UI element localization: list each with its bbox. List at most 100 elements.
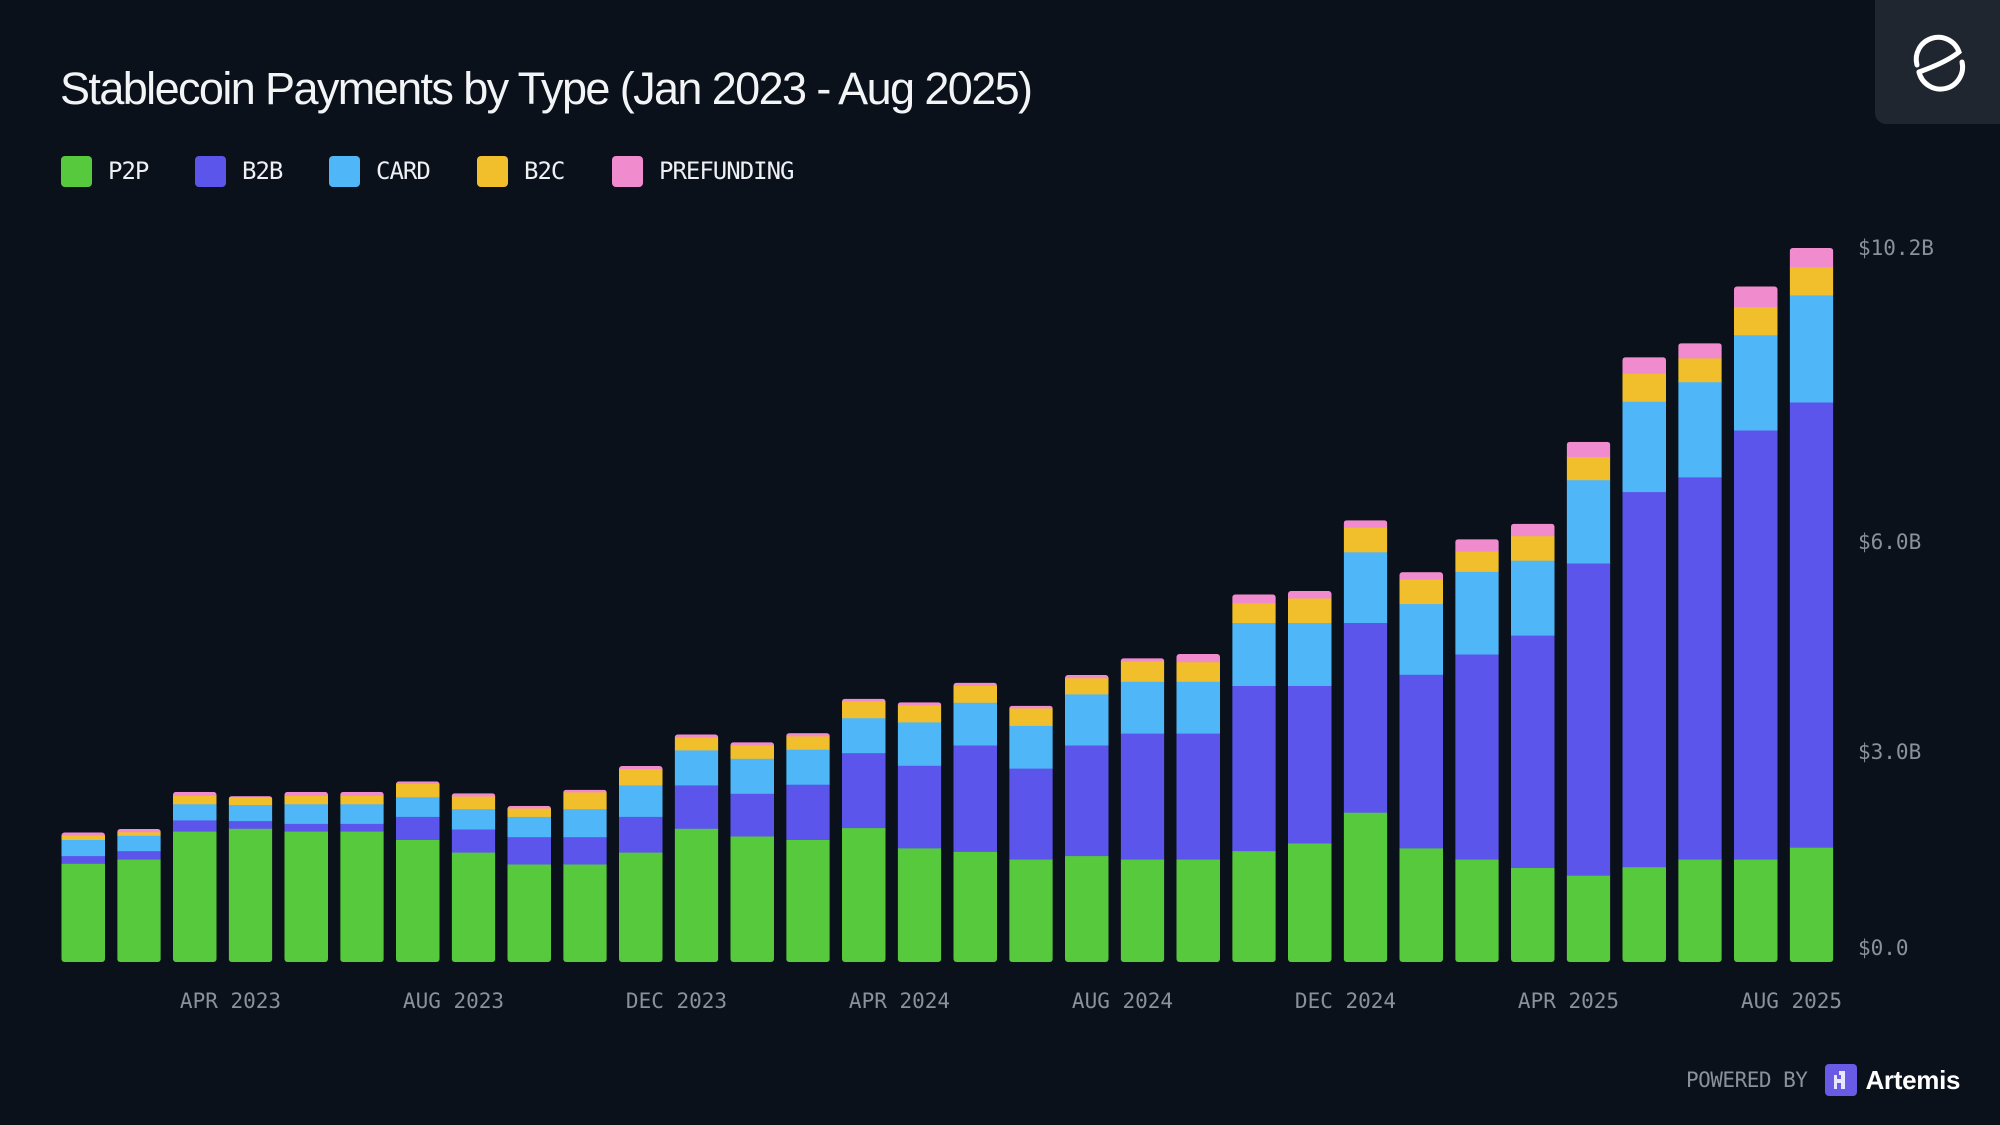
bar-segment-card[interactable] (1455, 571, 1499, 655)
bar-segment-prefunding[interactable] (1120, 658, 1165, 662)
bar-segment-prefunding[interactable] (1789, 248, 1834, 268)
bar-segment-prefunding[interactable] (396, 781, 440, 784)
bar-segment-p2p[interactable] (897, 847, 942, 963)
bar-segment-prefunding[interactable] (1009, 705, 1053, 709)
bar-segment-p2p[interactable] (1176, 859, 1221, 962)
legend-item-b2c[interactable]: B2C (477, 155, 565, 187)
bar-segment-prefunding[interactable] (1176, 654, 1221, 663)
bar-segment-prefunding[interactable] (1734, 286, 1778, 308)
bar-segment-b2b[interactable] (619, 816, 663, 853)
logo-badge[interactable] (1875, 0, 2000, 124)
bar-segment-prefunding[interactable] (1288, 591, 1332, 599)
bar-segment-card[interactable] (897, 721, 942, 766)
bar-segment-b2b[interactable] (1288, 685, 1332, 844)
bar-segment-b2c[interactable] (1065, 677, 1109, 695)
bar-stack[interactable] (1734, 286, 1778, 963)
bar-segment-card[interactable] (953, 702, 998, 746)
bar-stack[interactable] (1455, 539, 1499, 962)
bar-segment-prefunding[interactable] (1678, 343, 1722, 359)
bar-segment-p2p[interactable] (1288, 843, 1332, 963)
bar-segment-prefunding[interactable] (61, 832, 106, 836)
bar-stack[interactable] (1232, 594, 1276, 963)
bar-stack[interactable] (1343, 520, 1388, 962)
bar-segment-b2c[interactable] (619, 768, 663, 786)
bar-segment-b2b[interactable] (340, 823, 384, 832)
bar-segment-prefunding[interactable] (451, 793, 496, 797)
bar-segment-b2b[interactable] (228, 820, 273, 829)
bar-segment-p2p[interactable] (619, 852, 663, 962)
bar-segment-b2b[interactable] (1120, 733, 1165, 860)
bar-segment-b2b[interactable] (563, 836, 607, 865)
bar-stack[interactable] (563, 789, 607, 963)
bar-segment-card[interactable] (1789, 294, 1834, 403)
bar-segment-prefunding[interactable] (1232, 594, 1276, 604)
bar-segment-card[interactable] (1511, 560, 1555, 636)
bar-segment-prefunding[interactable] (1399, 572, 1444, 580)
bar-stack[interactable] (842, 698, 886, 963)
bar-segment-b2b[interactable] (284, 823, 329, 832)
bar-stack[interactable] (396, 781, 440, 963)
bar-segment-b2c[interactable] (451, 796, 496, 810)
bar-segment-b2c[interactable] (284, 795, 329, 805)
bar-segment-card[interactable] (1176, 681, 1221, 734)
bar-segment-b2c[interactable] (1120, 661, 1165, 682)
bar-segment-b2c[interactable] (1009, 707, 1053, 726)
bar-segment-b2c[interactable] (507, 808, 552, 817)
bar-segment-p2p[interactable] (1678, 859, 1722, 962)
bar-stack[interactable] (1511, 523, 1555, 963)
bar-segment-b2b[interactable] (1622, 491, 1667, 868)
bar-segment-p2p[interactable] (1343, 812, 1388, 962)
bar-segment-p2p[interactable] (730, 836, 775, 963)
bar-segment-card[interactable] (1399, 603, 1444, 675)
bar-stack[interactable] (1120, 658, 1165, 962)
bar-segment-b2b[interactable] (1009, 768, 1053, 860)
bar-segment-card[interactable] (507, 816, 552, 838)
bar-segment-card[interactable] (1232, 622, 1276, 687)
bar-segment-b2b[interactable] (786, 784, 830, 840)
bar-segment-b2c[interactable] (61, 835, 106, 840)
bar-segment-b2c[interactable] (1622, 373, 1667, 402)
bar-segment-b2b[interactable] (173, 819, 217, 832)
bar-stack[interactable] (451, 793, 496, 962)
bar-segment-p2p[interactable] (507, 864, 552, 963)
bar-segment-b2b[interactable] (842, 752, 886, 829)
bar-stack[interactable] (61, 832, 106, 963)
bar-segment-p2p[interactable] (396, 839, 440, 963)
bar-segment-prefunding[interactable] (1065, 675, 1109, 679)
bar-segment-b2c[interactable] (1734, 306, 1778, 336)
bar-segment-p2p[interactable] (842, 827, 886, 963)
bar-segment-p2p[interactable] (786, 839, 830, 963)
bar-segment-card[interactable] (842, 717, 886, 754)
bar-segment-p2p[interactable] (1065, 855, 1109, 963)
bar-segment-p2p[interactable] (284, 831, 329, 963)
bar-segment-p2p[interactable] (228, 828, 273, 962)
bar-segment-card[interactable] (1120, 681, 1165, 734)
bar-segment-card[interactable] (619, 784, 663, 817)
bar-stack[interactable] (674, 734, 719, 963)
bar-segment-b2c[interactable] (1566, 456, 1611, 481)
bar-stack[interactable] (1789, 248, 1834, 963)
bar-segment-b2b[interactable] (1566, 563, 1611, 876)
bar-stack[interactable] (1622, 357, 1667, 962)
bar-segment-p2p[interactable] (1566, 875, 1611, 962)
bar-segment-b2c[interactable] (173, 795, 217, 805)
legend-item-prefunding[interactable]: PREFUNDING (612, 155, 794, 187)
bar-segment-b2b[interactable] (1789, 402, 1834, 848)
bar-segment-b2b[interactable] (897, 765, 942, 849)
bar-segment-prefunding[interactable] (842, 698, 886, 702)
bar-segment-p2p[interactable] (61, 863, 106, 962)
bar-segment-p2p[interactable] (451, 852, 496, 962)
bar-segment-b2c[interactable] (117, 831, 161, 836)
bar-segment-b2c[interactable] (953, 685, 998, 703)
bar-segment-b2c[interactable] (897, 705, 942, 723)
bar-segment-b2c[interactable] (1789, 266, 1834, 296)
bar-segment-p2p[interactable] (1511, 867, 1555, 963)
bar-segment-b2b[interactable] (117, 850, 161, 860)
bar-stack[interactable] (1678, 343, 1722, 962)
bar-segment-b2b[interactable] (61, 855, 106, 864)
bar-segment-card[interactable] (1009, 725, 1053, 769)
bar-segment-p2p[interactable] (340, 831, 384, 963)
bar-segment-p2p[interactable] (674, 828, 719, 962)
bar-stack[interactable] (507, 805, 552, 963)
bar-segment-prefunding[interactable] (730, 742, 775, 746)
